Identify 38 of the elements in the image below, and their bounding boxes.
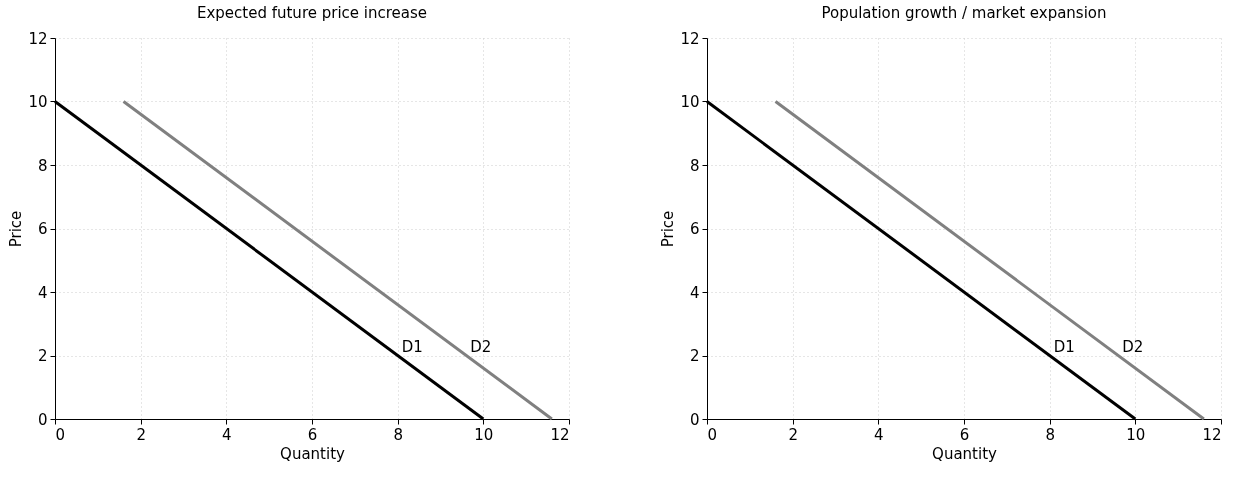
x-tick-label: 12 (550, 425, 570, 444)
x-tick-label: 0 (707, 425, 718, 444)
x-tick-label: 0 (55, 425, 66, 444)
x-axis-title: Quantity (280, 444, 346, 463)
y-tick-label: 4 (689, 283, 700, 302)
x-axis-title: Quantity (932, 444, 998, 463)
y-tick-label: 12 (28, 29, 48, 48)
x-tick-label: 10 (1126, 425, 1146, 444)
x-tick-label: 2 (788, 425, 798, 444)
y-tick-label: 8 (37, 156, 48, 175)
y-tick-label: 12 (680, 29, 700, 48)
x-tick-label: 8 (393, 425, 403, 444)
chart-title: Population growth / market expansion (821, 4, 1107, 22)
x-tick-label: 4 (874, 425, 884, 444)
x-tick-label: 8 (1045, 425, 1055, 444)
x-tick-label: 12 (1202, 425, 1222, 444)
series-label: D2 (470, 337, 492, 356)
chart-title: Expected future price increase (196, 4, 428, 22)
series-label: D1 (1053, 337, 1075, 356)
y-tick-label: 10 (28, 93, 48, 111)
y-tick-label: 0 (689, 410, 700, 429)
x-tick-label: 4 (222, 425, 232, 444)
y-tick-label: 6 (37, 220, 48, 238)
y-tick-label: 6 (689, 220, 700, 238)
y-tick-label: 4 (37, 283, 48, 302)
y-tick-label: 2 (37, 347, 48, 365)
y-tick-label: 2 (689, 347, 700, 365)
x-tick-label: 2 (136, 425, 146, 444)
x-tick-label: 6 (959, 425, 970, 444)
series-label: D1 (401, 337, 423, 356)
x-tick-label: 6 (307, 425, 318, 444)
y-tick-label: 0 (37, 410, 48, 429)
y-axis-title: Price (659, 210, 678, 248)
y-tick-label: 8 (689, 156, 700, 175)
series-label: D2 (1122, 337, 1144, 356)
x-tick-label: 10 (474, 425, 494, 444)
y-axis-title: Price (7, 210, 26, 248)
y-tick-label: 10 (680, 93, 700, 111)
